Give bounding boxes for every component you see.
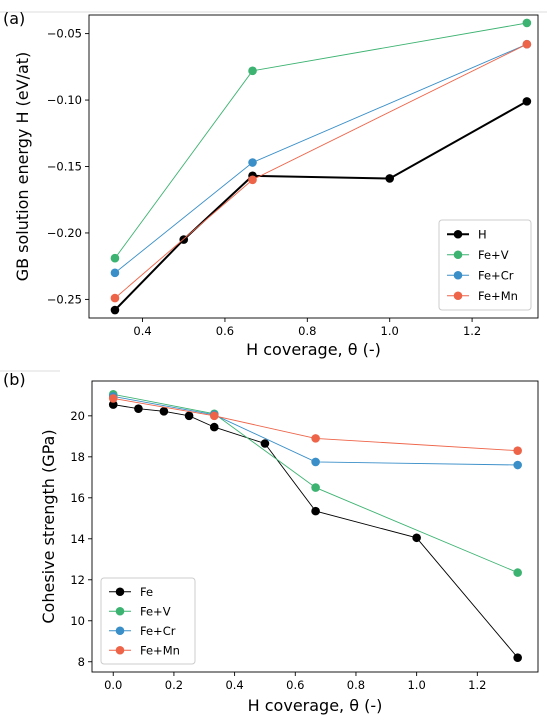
panel-label: (a) [3,9,25,28]
legend-label: Fe+V [478,248,509,262]
data-point [522,97,532,106]
data-point [385,174,395,183]
data-point [108,400,118,409]
data-point [184,411,194,421]
legend-label: Fe+Cr [478,268,514,282]
data-point [110,305,120,315]
data-point [522,18,532,28]
x-tick-label: 0.8 [298,324,316,338]
legend-box [100,577,196,665]
data-point [248,158,257,167]
y-axis-label: Cohesive strength (GPa) [39,429,58,623]
x-tick-label: 0.4 [225,678,243,692]
legend-label: Fe+V [140,604,171,618]
x-tick-label: 1.0 [407,678,425,692]
data-point [513,446,522,455]
x-tick-label: 0.6 [286,678,304,692]
y-tick-label: −0.20 [47,226,82,240]
data-point [134,404,143,413]
x-tick-label: 1.0 [381,324,399,338]
chart-panel-b: (b) 0.0 0.2 0.4 0.6 0.8 1.0 1.2 8 10 12 14 16 18 20 H c… [3,370,539,715]
data-point [311,483,320,492]
y-tick-label: −0.15 [47,160,82,174]
legend-swatch-marker [453,229,463,239]
data-point [209,411,219,421]
legend-label: Fe+Mn [140,643,180,657]
x-axis-label: H coverage, θ (-) [248,696,383,715]
y-tick-label: 8 [78,655,85,669]
data-point [159,407,169,416]
y-tick-label: 10 [70,614,85,628]
data-point [110,253,120,263]
y-tick-label: 16 [70,491,85,505]
data-point [260,439,270,448]
legend-swatch-marker [453,270,463,280]
legend-swatch-marker [115,587,125,597]
data-point [311,434,320,443]
y-tick-label: −0.25 [47,292,82,306]
chart-panel-a: (a) 0.4 0.6 0.8 1.0 1.2 −0.25 −0.20 −0.15 −0.10 −0… [3,9,539,359]
x-tick-label: 0.0 [104,678,122,692]
data-point [412,533,421,543]
series-line-1 [113,393,518,574]
legend-swatch-marker [453,291,463,301]
y-tick-label: −0.05 [47,27,82,41]
y-tick-label: 20 [70,409,85,423]
x-axis-label: H coverage, θ (-) [246,340,381,359]
data-point [248,66,257,76]
data-point [513,568,522,577]
x-tick-label: 1.2 [463,324,481,338]
legend-swatch-marker [115,626,125,636]
legend-label: Fe+Cr [140,624,176,638]
y-tick-label: −0.10 [47,93,82,107]
data-point [513,653,522,662]
x-tick-label: 0.2 [165,678,183,692]
y-tick-label: 14 [70,532,85,546]
data-point [311,457,320,467]
x-tick-label: 0.4 [133,324,151,338]
y-tick-label: 18 [70,450,85,464]
y-tick-label: 12 [70,573,85,587]
data-point [513,460,522,470]
series-line-2 [113,395,518,466]
legend-swatch-marker [115,606,125,616]
series-line-3 [113,397,518,452]
data-point [110,293,120,303]
data-point [110,268,120,278]
legend-label: Fe [140,585,153,599]
y-axis-label: GB solution energy H (eV/at) [13,52,32,282]
legend-label: H [478,227,487,241]
data-point [209,422,219,432]
legend-swatch-marker [453,250,463,260]
data-point [522,39,532,49]
data-point [311,506,320,516]
data-point [248,175,257,185]
x-tick-label: 0.8 [347,678,365,692]
data-point [108,394,118,403]
legend-swatch-marker [115,645,125,655]
panel-label: (b) [3,370,26,389]
x-tick-label: 0.6 [216,324,234,338]
legend-box [438,219,532,311]
x-tick-label: 1.2 [468,678,486,692]
legend-label: Fe+Mn [478,289,518,303]
plot-frame [91,380,539,673]
